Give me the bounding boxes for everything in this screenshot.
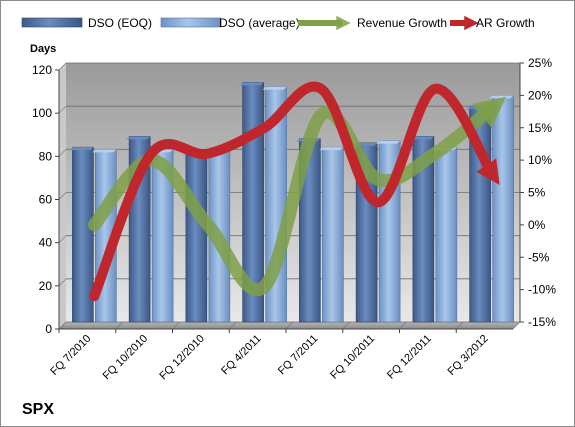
legend-swatch <box>21 17 83 28</box>
floor-divider <box>229 321 237 330</box>
y-tick-label: 20 <box>39 279 53 293</box>
y2-tick-label: -15% <box>528 315 556 329</box>
floor-divider <box>285 321 294 330</box>
line-ar-growth <box>89 81 500 302</box>
floor-divider <box>58 321 67 330</box>
floor-divider <box>512 321 521 330</box>
bar-top <box>92 149 117 153</box>
floor-divider <box>342 321 350 330</box>
bar-dso-eoq- <box>185 151 208 323</box>
bar-top <box>376 140 401 144</box>
legend-label: Revenue Growth <box>357 16 447 30</box>
line-revenue-growth <box>87 96 507 297</box>
floor-divider <box>399 321 407 330</box>
y2-tick-label: -10% <box>528 283 556 297</box>
y-tick-label: 120 <box>32 63 52 77</box>
gridline-side <box>58 105 67 114</box>
gridline-side <box>58 62 67 71</box>
gridline-side <box>58 235 67 243</box>
bar-top <box>409 136 434 140</box>
bar-top <box>239 82 264 86</box>
gridline-side <box>58 149 67 157</box>
legend: DSO (EOQ) DSO (average) Revenue Growth AR G… <box>21 15 535 31</box>
y-tick-label: 100 <box>32 106 52 120</box>
bar-top <box>319 147 344 151</box>
bar-top <box>126 136 151 140</box>
ticker-annotation: SPX <box>22 401 54 418</box>
legend-label: DSO (average) <box>219 16 300 30</box>
bar-top <box>262 86 287 90</box>
y2-tick-label: -5% <box>528 250 550 264</box>
floor-divider <box>115 321 123 330</box>
y2-tick-label: 25% <box>528 56 552 70</box>
gridline-side <box>58 278 67 287</box>
legend-label: AR Growth <box>476 16 535 30</box>
y-tick-label: 60 <box>39 193 53 207</box>
y2-tick-label: 5% <box>528 186 546 200</box>
y-tick-label: 80 <box>39 149 53 163</box>
y-axis-label: Days <box>30 43 56 55</box>
line-layer <box>87 81 507 302</box>
bar-dso-average- <box>322 146 344 323</box>
legend-swatch <box>160 17 222 28</box>
y2-tick-label: 10% <box>528 153 552 167</box>
y-tick-label: 40 <box>39 236 53 250</box>
gridline-side <box>58 192 67 200</box>
bar-dso-average- <box>492 95 514 323</box>
y2-tick-label: 0% <box>528 218 546 232</box>
bar-top <box>69 147 94 151</box>
bar-dso-average- <box>435 146 458 323</box>
y2-tick-label: 20% <box>528 88 552 102</box>
bar-top <box>489 95 514 99</box>
y-tick-label: 0 <box>45 322 52 336</box>
floor-divider <box>456 321 464 330</box>
floor-divider <box>172 321 180 330</box>
legend-label: DSO (EOQ) <box>88 16 152 30</box>
y2-tick-label: 15% <box>528 121 552 135</box>
